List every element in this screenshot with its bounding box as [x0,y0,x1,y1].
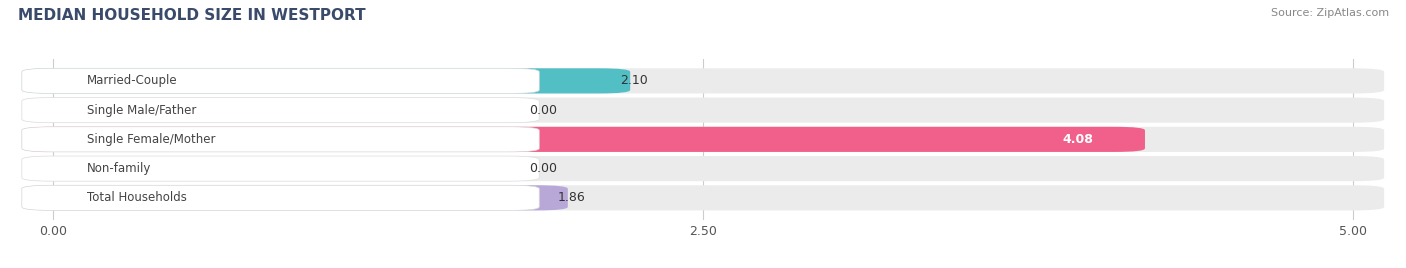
FancyBboxPatch shape [22,68,540,94]
FancyBboxPatch shape [22,98,540,123]
Text: 4.08: 4.08 [1062,133,1092,146]
Text: Married-Couple: Married-Couple [87,75,177,87]
FancyBboxPatch shape [22,156,1384,181]
Text: Total Households: Total Households [87,191,187,204]
FancyBboxPatch shape [22,127,540,152]
Text: Non-family: Non-family [87,162,152,175]
FancyBboxPatch shape [22,127,1144,152]
Text: Source: ZipAtlas.com: Source: ZipAtlas.com [1271,8,1389,18]
Text: 0.00: 0.00 [529,104,557,117]
FancyBboxPatch shape [22,98,1384,123]
Text: 1.86: 1.86 [557,191,585,204]
FancyBboxPatch shape [22,156,540,181]
Text: MEDIAN HOUSEHOLD SIZE IN WESTPORT: MEDIAN HOUSEHOLD SIZE IN WESTPORT [18,8,366,23]
Text: 2.10: 2.10 [620,75,648,87]
Text: 0.00: 0.00 [529,162,557,175]
FancyBboxPatch shape [22,185,568,210]
Text: Single Male/Father: Single Male/Father [87,104,197,117]
FancyBboxPatch shape [22,185,540,210]
FancyBboxPatch shape [22,127,1384,152]
Text: Single Female/Mother: Single Female/Mother [87,133,215,146]
FancyBboxPatch shape [22,68,630,94]
FancyBboxPatch shape [22,68,1384,94]
FancyBboxPatch shape [22,185,1384,210]
